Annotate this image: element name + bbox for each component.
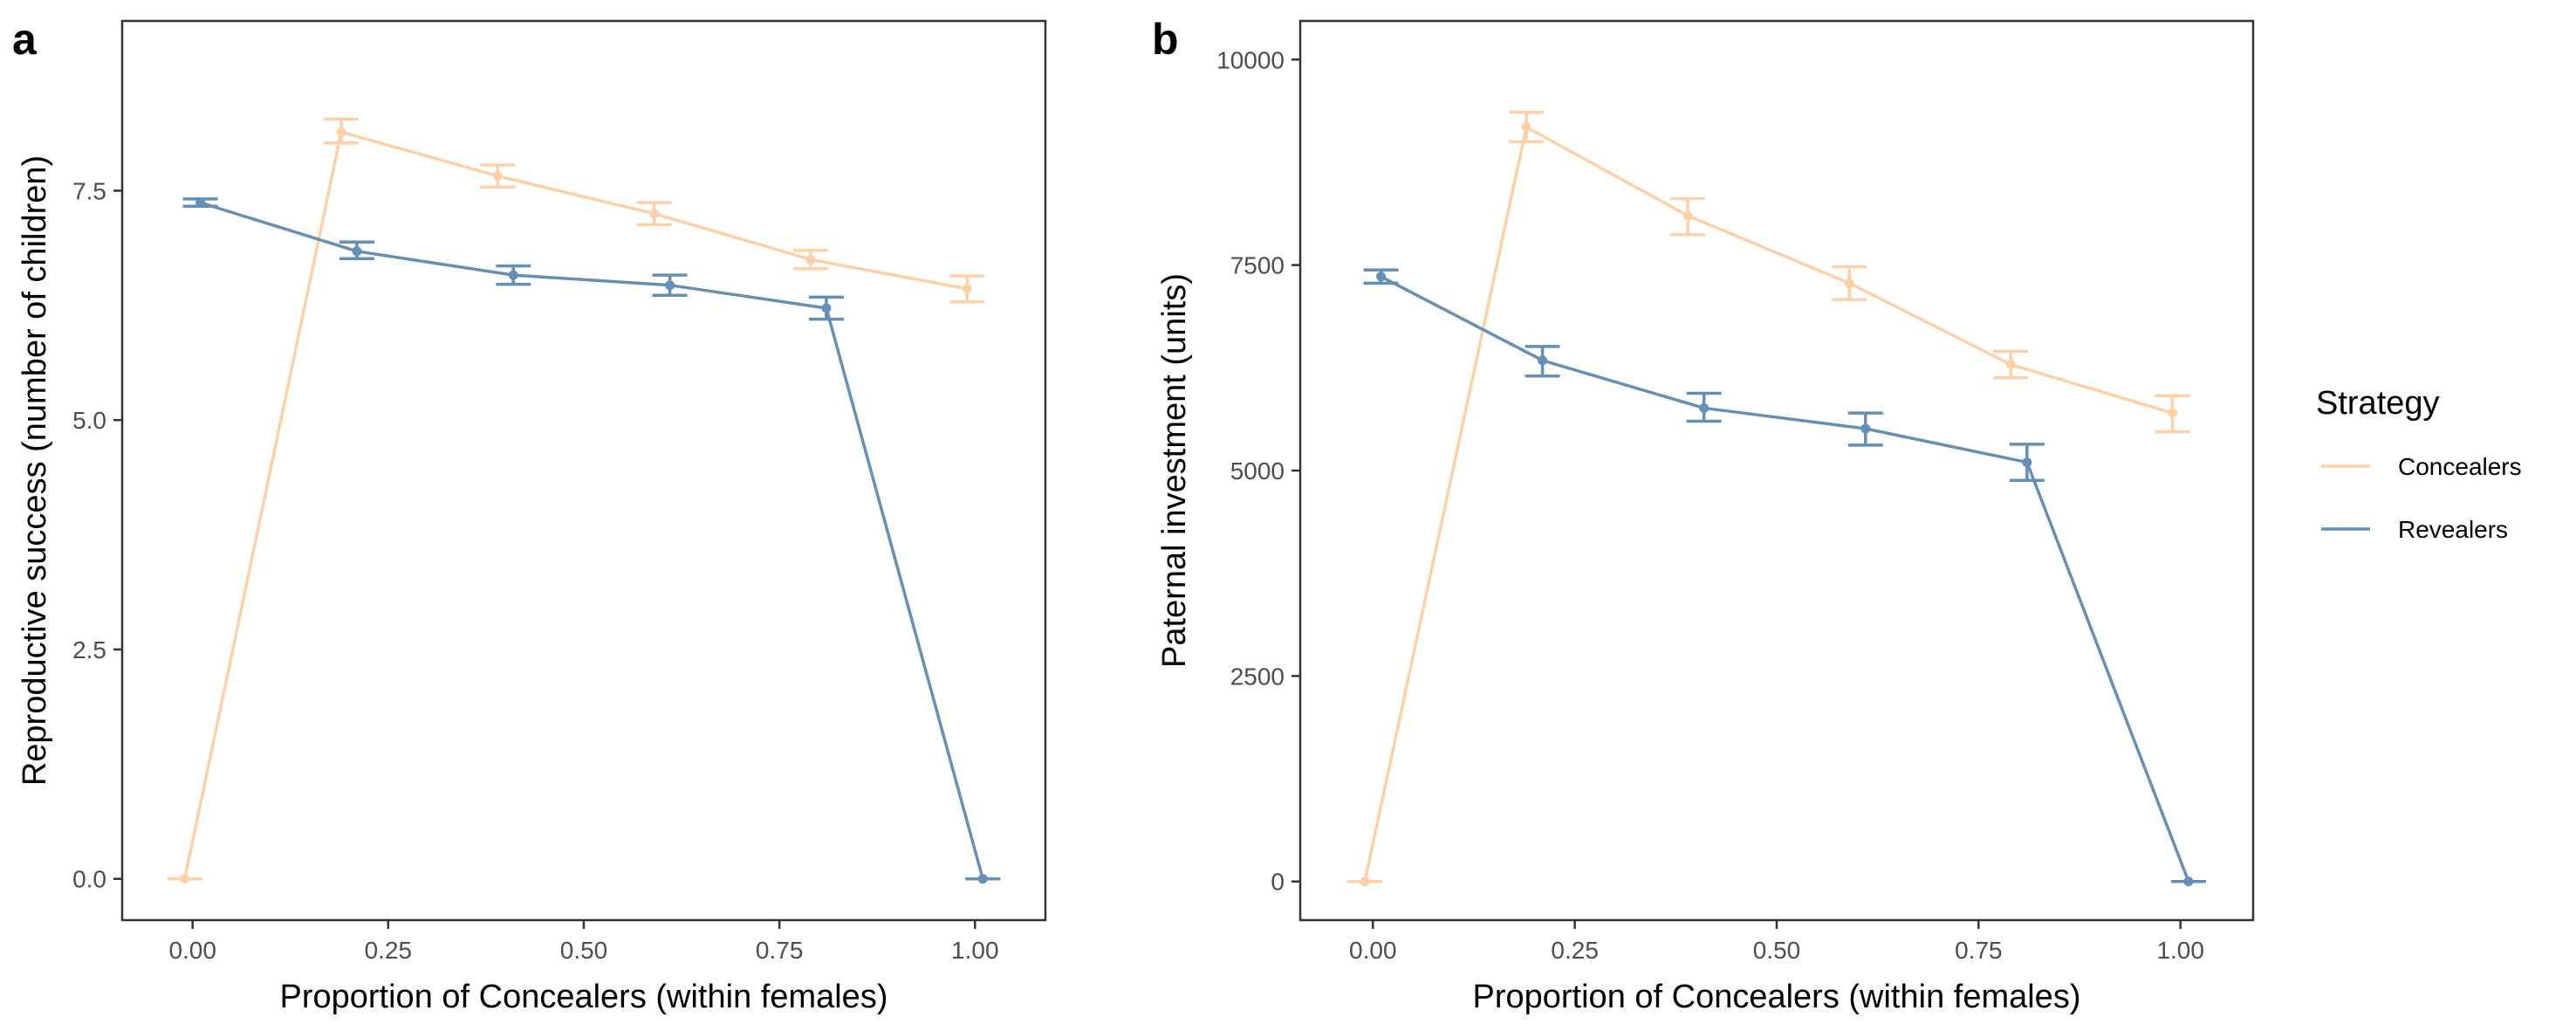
panel-a-x-ticks: 0.00 0.25 0.50 0.75 1.00 — [168, 920, 999, 964]
legend-label-concealers: Concealers — [2398, 453, 2522, 480]
panel-a: a 0.00 0.25 0.50 0.75 1.00 0.0 2.5 5.0 7.5 Prop… — [12, 15, 1047, 1015]
y-tick-label: 0.0 — [72, 866, 106, 893]
x-tick-label: 0.25 — [365, 937, 413, 964]
data-point-revealers — [2183, 876, 2194, 887]
panel-b-x-ticks: 0.00 0.25 0.50 0.75 1.00 — [1349, 920, 2204, 964]
data-point-concealers — [1682, 210, 1693, 221]
x-tick-label: 0.00 — [168, 937, 216, 964]
data-point-concealers — [649, 209, 660, 219]
panel-a-x-axis-title: Proportion of Concealers (within females… — [280, 979, 888, 1015]
data-point-revealers — [2022, 457, 2032, 468]
x-tick-label: 0.50 — [1753, 937, 1801, 964]
y-tick-label: 5000 — [1230, 457, 1285, 485]
x-tick-label: 0.25 — [1551, 937, 1599, 964]
data-point-revealers — [508, 270, 518, 280]
data-point-concealers — [962, 284, 972, 294]
data-point-revealers — [977, 874, 988, 884]
data-point-concealers — [180, 874, 190, 884]
panel-b-letter: b — [1152, 15, 1179, 64]
y-tick-label: 0 — [1271, 869, 1285, 896]
data-point-concealers — [1360, 876, 1370, 887]
legend-title: Strategy — [2316, 385, 2440, 422]
y-tick-label: 2.5 — [72, 636, 106, 663]
series-line-revealers — [200, 201, 984, 880]
data-point-concealers — [805, 254, 816, 265]
panel-b-y-axis-title: Paternal investment (units) — [1156, 273, 1193, 668]
panel-a-letter: a — [12, 15, 38, 64]
data-point-revealers — [1376, 271, 1387, 282]
panel-b: b 0.00 0.25 0.50 0.75 1.00 0 2500 5000 7500 1000… — [1152, 15, 2255, 1015]
x-tick-label: 0.00 — [1349, 937, 1397, 964]
y-tick-label: 10000 — [1216, 46, 1285, 73]
x-tick-label: 1.00 — [951, 937, 999, 964]
legend: Strategy Concealers Revealers — [2316, 385, 2522, 543]
data-point-concealers — [2167, 408, 2177, 418]
data-point-revealers — [195, 197, 206, 208]
panel-a-y-axis-title: Reproductive success (number of children… — [17, 155, 53, 786]
data-point-concealers — [1521, 121, 1531, 132]
series-line-concealers — [183, 130, 968, 880]
y-tick-label: 7.5 — [72, 177, 106, 204]
x-tick-label: 0.50 — [560, 937, 608, 964]
panel-b-series — [1347, 110, 2206, 887]
data-point-concealers — [336, 127, 346, 137]
y-tick-label: 7500 — [1230, 252, 1285, 279]
data-point-revealers — [352, 246, 362, 257]
data-point-revealers — [1538, 355, 1548, 366]
data-point-revealers — [665, 280, 675, 291]
panel-b-x-axis-title: Proportion of Concealers (within females… — [1473, 979, 2081, 1015]
x-tick-label: 0.75 — [756, 937, 804, 964]
panel-a-plot-frame — [120, 19, 1047, 922]
y-tick-label: 5.0 — [72, 407, 106, 434]
x-tick-label: 1.00 — [2156, 937, 2204, 964]
data-point-revealers — [1699, 402, 1709, 413]
data-point-concealers — [492, 171, 503, 182]
series-line-concealers — [1363, 125, 2173, 883]
x-tick-label: 0.75 — [1955, 937, 2003, 964]
data-point-concealers — [1844, 278, 1854, 288]
legend-label-revealers: Revealers — [2398, 516, 2508, 543]
panel-b-y-ticks: 0 2500 5000 7500 10000 — [1216, 46, 1300, 896]
panel-a-series — [167, 117, 1001, 884]
data-point-revealers — [1860, 423, 1871, 434]
panel-b-plot-frame — [1298, 19, 2255, 922]
data-point-concealers — [2005, 360, 2016, 370]
y-tick-label: 2500 — [1230, 663, 1285, 690]
data-point-revealers — [821, 303, 832, 313]
series-line-revealers — [1380, 275, 2190, 883]
panel-a-y-ticks: 0.0 2.5 5.0 7.5 — [72, 177, 122, 893]
